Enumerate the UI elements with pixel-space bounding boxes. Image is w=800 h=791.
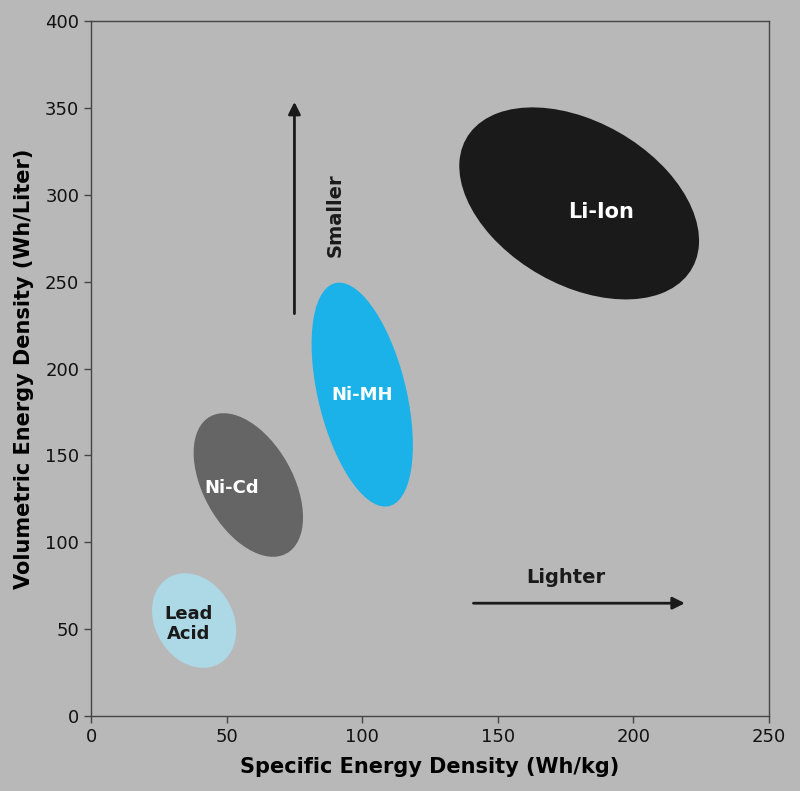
- Ellipse shape: [194, 413, 303, 557]
- Ellipse shape: [152, 573, 236, 668]
- Y-axis label: Volumetric Energy Density (Wh/Liter): Volumetric Energy Density (Wh/Liter): [14, 149, 34, 589]
- Text: Lead
Acid: Lead Acid: [165, 604, 213, 643]
- Text: Smaller: Smaller: [326, 174, 345, 257]
- Ellipse shape: [311, 282, 413, 506]
- Ellipse shape: [459, 108, 699, 300]
- Text: Li-Ion: Li-Ion: [568, 202, 634, 222]
- Text: Lighter: Lighter: [526, 568, 605, 587]
- X-axis label: Specific Energy Density (Wh/kg): Specific Energy Density (Wh/kg): [240, 757, 620, 777]
- Text: Ni-MH: Ni-MH: [331, 386, 393, 403]
- Text: Ni-Cd: Ni-Cd: [205, 479, 259, 498]
